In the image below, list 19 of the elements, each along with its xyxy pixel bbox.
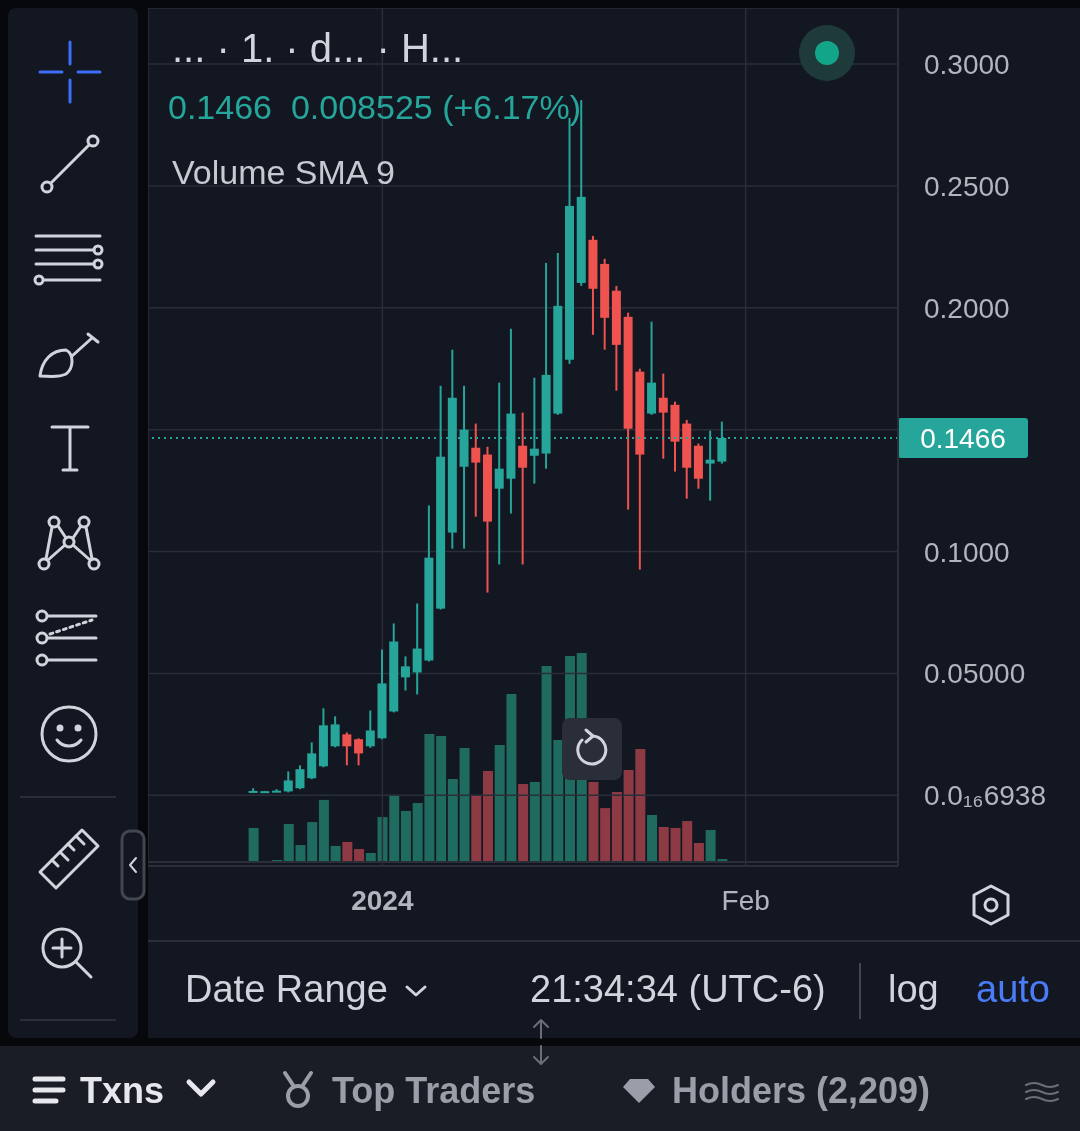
text: Top Traders	[332, 1070, 536, 1112]
text: Date Range	[185, 968, 388, 1011]
ref-line-label: 0.1466	[920, 422, 1006, 454]
x-tick-label: Feb	[721, 885, 770, 916]
text: Holders (2,209)	[672, 1070, 931, 1112]
text: 0.1466 0.008525 (+6.17%)	[168, 88, 582, 127]
x-tick-label: 2024	[351, 885, 414, 916]
text: auto	[976, 968, 1050, 1011]
text: ... · 1. · d... · H...	[172, 26, 464, 71]
y-tick-label: 0.3000	[924, 49, 1010, 81]
y-tick-label: 0.05000	[924, 658, 1026, 690]
text: Txns	[80, 1070, 165, 1112]
y-tick-label: 0.2000	[924, 292, 1010, 324]
text: log	[888, 968, 939, 1011]
y-tick-label: 0.1000	[924, 536, 1010, 568]
text: 21:34:34 (UTC-6)	[530, 968, 826, 1011]
chart-title: Volume SMA 9	[172, 153, 396, 192]
y-tick-label: 0.0₁₆6938	[924, 780, 1046, 812]
y-tick-label: 0.2500	[924, 170, 1010, 202]
